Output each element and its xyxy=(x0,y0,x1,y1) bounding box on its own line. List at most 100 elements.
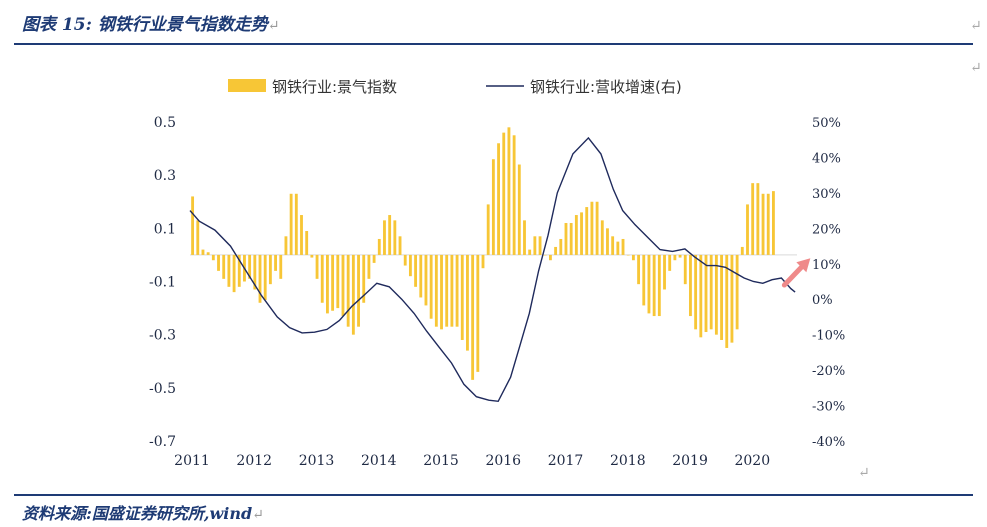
index-bar xyxy=(554,246,558,255)
index-bar xyxy=(704,254,708,333)
index-bar xyxy=(450,254,454,327)
index-bar xyxy=(237,254,241,287)
index-bar xyxy=(217,254,220,271)
index-bar xyxy=(507,127,511,255)
index-bar xyxy=(191,196,195,255)
highlight-arrow-head xyxy=(796,258,811,273)
index-bar xyxy=(326,254,329,314)
index-bar xyxy=(652,254,656,317)
index-bar xyxy=(414,254,418,287)
source-note-text: 资料来源:国盛证券研究所,wind xyxy=(22,504,253,523)
index-bar xyxy=(637,254,641,285)
index-bar xyxy=(476,254,480,372)
index-bar xyxy=(533,236,537,255)
index-bar xyxy=(206,252,210,255)
index-bar xyxy=(351,254,355,335)
index-bar xyxy=(294,193,298,255)
index-bar xyxy=(497,143,500,255)
index-bar xyxy=(606,228,609,255)
index-bar xyxy=(466,254,469,351)
y-right-tick-label: 0% xyxy=(812,293,833,308)
y-left-tick-label: -0.5 xyxy=(149,381,176,397)
index-bar xyxy=(771,191,775,255)
index-bar xyxy=(595,201,599,255)
index-bar xyxy=(258,254,262,303)
index-bar xyxy=(714,254,718,335)
index-bar xyxy=(362,254,366,303)
index-bar xyxy=(517,164,521,255)
index-bar xyxy=(580,212,583,255)
index-bar xyxy=(668,254,672,271)
y-left-tick-label: -0.3 xyxy=(149,328,176,344)
index-bar xyxy=(377,238,381,255)
index-bar xyxy=(730,254,734,343)
paragraph-return-mark: ↵ xyxy=(267,18,280,34)
index-bar xyxy=(315,254,319,279)
index-bar xyxy=(523,220,526,255)
index-bar xyxy=(481,254,485,269)
index-bar xyxy=(689,254,692,317)
index-bar xyxy=(367,254,371,279)
index-bar xyxy=(471,254,475,380)
index-bar xyxy=(631,254,635,261)
index-bar xyxy=(305,230,309,255)
index-bar xyxy=(528,249,532,255)
x-tick-label: 2015 xyxy=(423,453,459,469)
y-right-tick-label: 30% xyxy=(812,187,841,202)
index-bar xyxy=(683,254,687,285)
index-bar xyxy=(564,223,568,255)
y-right-tick-label: -40% xyxy=(812,435,845,450)
index-bar xyxy=(548,254,552,261)
index-bar xyxy=(357,254,360,327)
index-bar xyxy=(429,254,433,319)
index-bar xyxy=(751,183,755,255)
y-left-tick-label: -0.7 xyxy=(149,434,176,450)
index-bar xyxy=(761,193,765,255)
index-bar xyxy=(300,215,303,255)
index-bar xyxy=(393,220,397,255)
index-bar xyxy=(590,201,594,255)
index-bar xyxy=(403,254,407,266)
y-left-tick-label: 0.5 xyxy=(154,115,176,131)
chart-return-mark: ↵ xyxy=(858,465,870,481)
index-bar xyxy=(611,236,615,255)
index-bar xyxy=(569,223,573,255)
index-bar xyxy=(585,207,589,255)
index-bar xyxy=(574,215,578,255)
y-right-tick-label: -20% xyxy=(812,364,845,379)
index-bar xyxy=(398,236,402,255)
edge-return-mark: ↵ xyxy=(970,60,982,76)
index-bar xyxy=(512,135,516,255)
index-bar xyxy=(616,241,620,255)
index-bar xyxy=(434,254,438,327)
index-bar xyxy=(538,236,542,255)
index-bar xyxy=(647,254,651,314)
index-bar xyxy=(455,254,459,327)
y-right-tick-label: -10% xyxy=(812,329,845,344)
x-tick-label: 2013 xyxy=(299,453,335,469)
index-bar xyxy=(626,254,630,256)
figure-title-text: 图表 15: 钢铁行业景气指数走势 xyxy=(22,15,268,35)
index-bar xyxy=(725,254,729,348)
index-bar xyxy=(346,254,350,327)
index-bar xyxy=(740,246,744,255)
legend-line-label: 钢铁行业:营收增速(右) xyxy=(530,78,682,96)
edge-return-mark: ↵ xyxy=(970,18,982,34)
title-rule xyxy=(14,43,973,45)
y-right-tick-label: -30% xyxy=(812,400,845,415)
y-left-tick-label: -0.1 xyxy=(149,275,176,291)
index-bar xyxy=(310,254,314,258)
index-bar xyxy=(320,254,324,303)
source-note: 资料来源:国盛证券研究所,wind↵ xyxy=(22,500,264,524)
footer-rule xyxy=(14,494,973,496)
index-bar xyxy=(440,254,443,330)
index-bar xyxy=(383,220,386,255)
paragraph-return-mark: ↵ xyxy=(252,507,264,523)
index-bar xyxy=(253,254,257,290)
index-bar xyxy=(486,204,490,255)
y-right-tick-label: 20% xyxy=(812,222,841,237)
index-bar xyxy=(621,238,625,255)
steel-industry-chart: 0.5 0.3 0.1 -0.1 -0.3 -0.5 -0.7 50% 40% 30% 20% 10%… xyxy=(149,78,845,469)
index-bar xyxy=(735,254,739,330)
index-bar xyxy=(248,254,252,279)
